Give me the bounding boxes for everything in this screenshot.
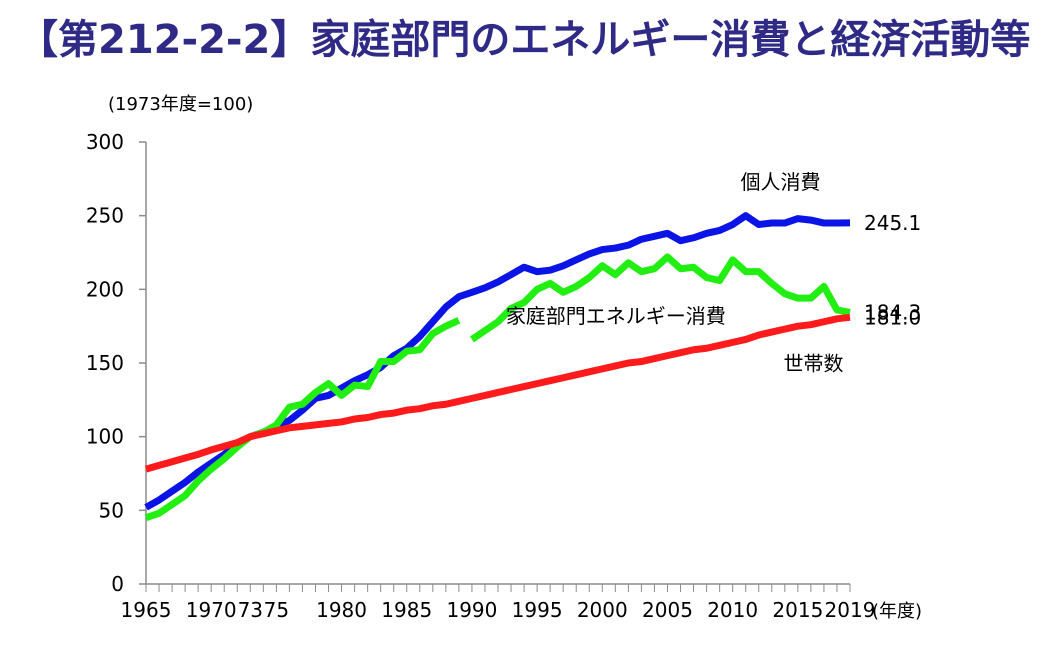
data-label-households: 181.0 — [864, 305, 921, 329]
x-axis-tick-label: 2010 — [707, 598, 758, 622]
labels-layer: (1973年度=100) 0 50 100 150 200 250 300 1965 1970 73… — [86, 94, 922, 622]
series-line-energy-1 — [469, 253, 851, 343]
x-axis-tick-label: 1970 — [186, 598, 237, 622]
x-axis-tick-label: 2015 — [772, 598, 823, 622]
chart-title: 【第212-2-2】家庭部門のエネルギー消費と経済活動等 — [18, 17, 1031, 63]
y-axis-tick-label: 0 — [111, 572, 124, 596]
x-axis-tick-label: 2019 — [825, 598, 876, 622]
x-axis-tick-label: 1965 — [121, 598, 172, 622]
y-axis-tick-label: 100 — [86, 425, 124, 449]
series-annotation-households: 世帯数 — [784, 351, 844, 375]
data-label-energy: 184.3 — [864, 300, 921, 324]
x-axis-tick-label: 73 — [238, 598, 263, 622]
x-axis-tick-label: 2000 — [577, 598, 628, 622]
y-axis-tick-label: 250 — [86, 204, 124, 228]
y-axis-tick-label: 200 — [86, 277, 124, 301]
x-axis-tick-label: 75 — [264, 598, 289, 622]
chart-axes — [139, 141, 851, 592]
series-line-households-0 — [145, 313, 851, 473]
y-axis-unit-label: (1973年度=100) — [108, 94, 253, 115]
series-line-energy-0 — [144, 317, 461, 522]
y-axis-tick-label: 150 — [86, 351, 124, 375]
x-axis-tick-label: 1990 — [446, 598, 497, 622]
series-line-consumption-0 — [144, 212, 851, 511]
y-axis-tick-label: 300 — [86, 130, 124, 154]
series-annotation-energy: 家庭部門エネルギー消費 — [506, 304, 726, 328]
x-axis-tick-label: 1985 — [381, 598, 432, 622]
x-axis-tick-label: 1995 — [512, 598, 563, 622]
data-label-consumption: 245.1 — [864, 211, 921, 235]
series-layer — [144, 212, 851, 522]
x-axis-tick-label: 2005 — [642, 598, 693, 622]
x-axis-tick-label: 1980 — [316, 598, 367, 622]
x-axis-unit-label: (年度) — [872, 601, 922, 622]
series-annotation-consumption: 個人消費 — [740, 170, 820, 194]
y-axis-tick-label: 50 — [99, 498, 124, 522]
